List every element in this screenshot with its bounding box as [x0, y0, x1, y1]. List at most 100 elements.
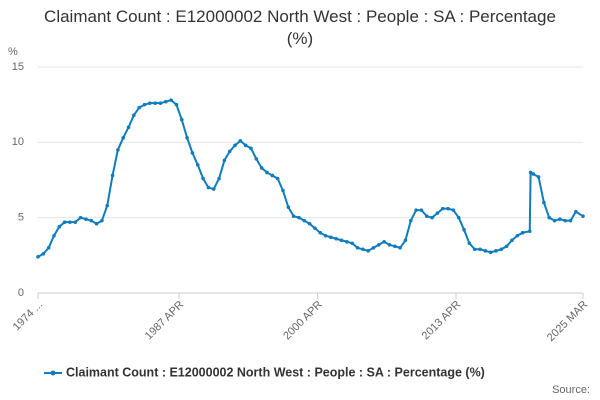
point — [355, 246, 360, 250]
point — [36, 255, 40, 259]
point — [424, 214, 429, 218]
point — [94, 221, 99, 226]
point — [329, 235, 333, 240]
point — [318, 230, 323, 235]
point — [563, 218, 568, 223]
point — [536, 175, 541, 179]
point — [574, 209, 578, 214]
point — [100, 218, 104, 223]
y-tick-label: 5 — [18, 212, 24, 224]
point — [297, 215, 301, 220]
point — [446, 206, 450, 211]
point — [275, 176, 280, 181]
point — [116, 148, 120, 152]
point — [73, 220, 78, 224]
point — [313, 226, 317, 231]
point — [345, 239, 349, 244]
point — [126, 125, 131, 130]
series-line — [37, 99, 584, 258]
point — [211, 187, 216, 191]
point — [222, 158, 227, 163]
point — [249, 146, 253, 151]
point — [377, 242, 381, 247]
point — [414, 208, 418, 212]
point — [286, 205, 291, 209]
point — [307, 221, 312, 226]
x-tick-label: 2013 APR — [420, 299, 464, 343]
x-tick-label: 1987 APR — [143, 299, 187, 343]
point — [361, 247, 365, 252]
point — [254, 157, 259, 161]
point — [387, 242, 392, 247]
point — [430, 215, 434, 220]
point — [499, 247, 504, 252]
point — [259, 166, 264, 170]
point — [323, 233, 328, 238]
y-tick-label: 0 — [18, 287, 24, 299]
point — [334, 236, 339, 241]
point — [398, 246, 402, 250]
point — [89, 218, 94, 223]
point — [148, 101, 152, 105]
point — [238, 139, 243, 143]
point — [581, 214, 585, 218]
point — [142, 102, 147, 107]
point — [531, 172, 536, 176]
point — [137, 105, 141, 110]
point — [190, 151, 195, 155]
point — [483, 249, 488, 253]
point — [121, 136, 126, 140]
point — [57, 224, 62, 229]
source: Source: — [552, 384, 590, 396]
point — [243, 143, 248, 148]
point — [527, 229, 532, 234]
point — [169, 98, 173, 102]
x-tick-label: 2000 APR — [281, 299, 325, 343]
point — [515, 233, 520, 238]
point — [41, 252, 46, 256]
point — [265, 170, 269, 175]
point — [366, 249, 370, 253]
point — [179, 117, 184, 122]
y-tick-label: 15 — [12, 61, 24, 73]
point — [46, 246, 51, 250]
point — [153, 101, 157, 105]
legend-marker — [50, 370, 56, 376]
point — [227, 149, 232, 154]
point — [504, 244, 509, 249]
point — [419, 208, 424, 212]
point — [174, 102, 179, 107]
point — [110, 173, 115, 178]
point — [291, 214, 296, 218]
x-tick-label: 2025 MAR — [545, 299, 590, 344]
point — [456, 215, 461, 220]
point — [472, 247, 477, 252]
point — [233, 143, 237, 148]
x-tick-label: 1974 ... — [11, 299, 45, 333]
point — [350, 241, 354, 246]
point — [302, 218, 307, 223]
point — [558, 217, 562, 221]
point — [547, 215, 552, 220]
point — [84, 217, 88, 221]
point — [158, 101, 163, 105]
point — [467, 241, 472, 246]
point — [68, 220, 72, 224]
point — [201, 176, 205, 181]
point — [185, 136, 189, 140]
point — [528, 170, 533, 175]
point — [440, 206, 445, 211]
point — [520, 230, 525, 235]
point — [462, 227, 466, 232]
point — [382, 239, 386, 244]
point — [552, 218, 557, 223]
point — [542, 200, 546, 205]
point — [510, 238, 514, 243]
chart-title: Claimant Count : E12000002 North West : … — [44, 7, 556, 48]
point — [435, 211, 440, 215]
point — [408, 218, 413, 223]
point — [78, 215, 83, 220]
point — [371, 246, 376, 250]
point — [206, 185, 211, 190]
